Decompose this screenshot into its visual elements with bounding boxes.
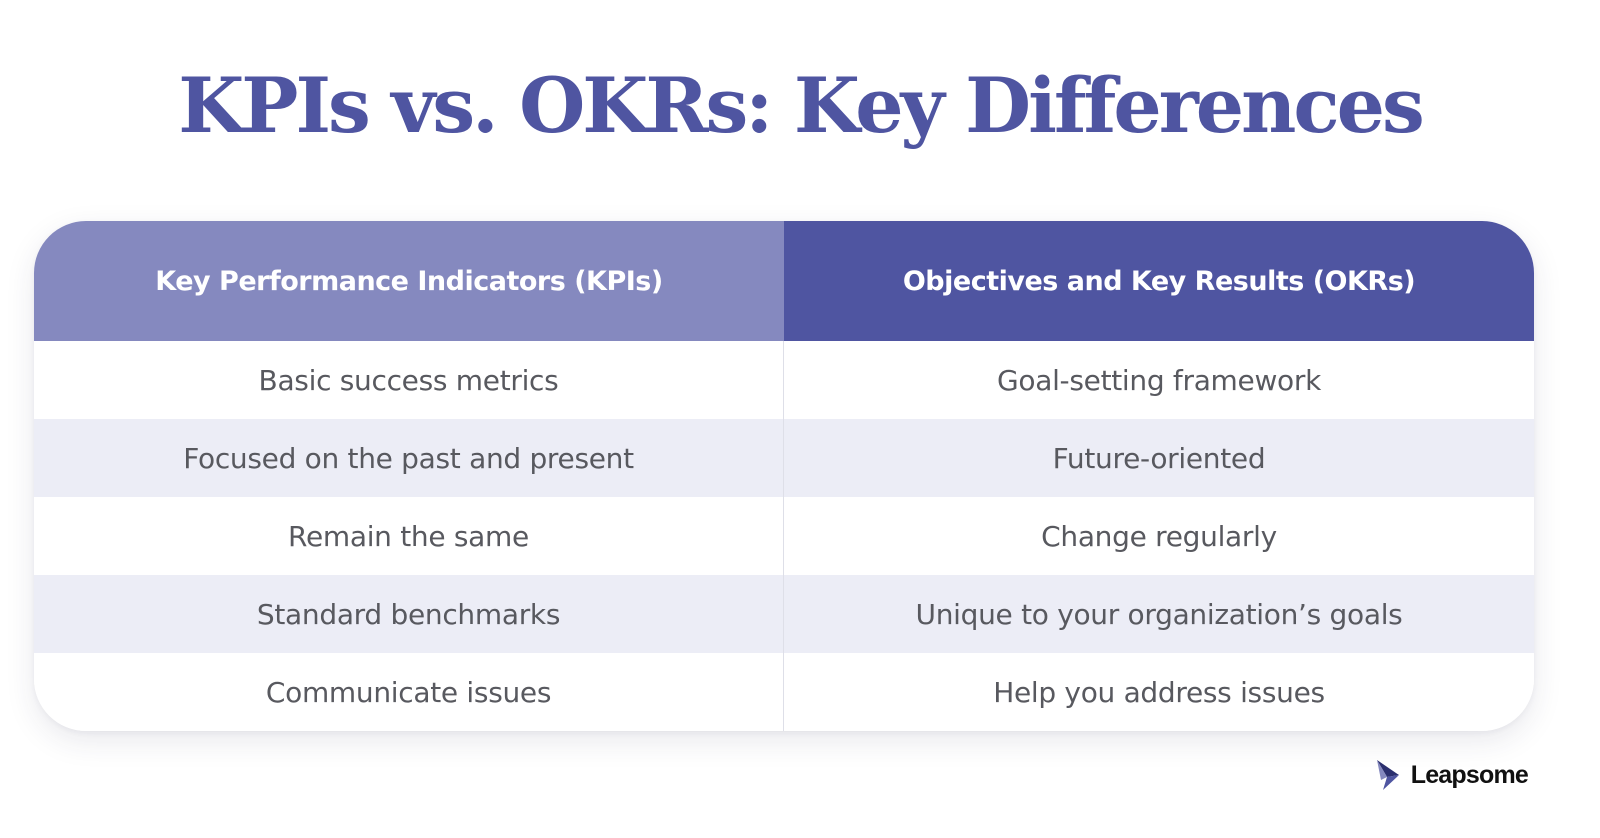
kpi-cell: Standard benchmarks	[34, 575, 784, 653]
table-row: Communicate issues Help you address issu…	[34, 653, 1534, 731]
okr-cell: Change regularly	[1041, 519, 1277, 553]
brand-logo: Leapsome	[1375, 758, 1529, 792]
kpi-cell: Focused on the past and present	[34, 419, 784, 497]
kpi-cell: Remain the same	[34, 497, 784, 575]
table-row: Standard benchmarks Unique to your organ…	[34, 575, 1534, 653]
okr-cell: Unique to your organization’s goals	[915, 597, 1403, 631]
kpi-cell: Communicate issues	[34, 653, 784, 731]
table-row: Basic success metrics Goal-setting frame…	[34, 341, 1534, 419]
kpi-cell: Basic success metrics	[34, 341, 784, 419]
comparison-table: Key Performance Indicators (KPIs) Object…	[34, 221, 1534, 731]
okr-cell: Goal-setting framework	[996, 363, 1322, 397]
okr-cell: Future-oriented	[1052, 441, 1266, 475]
table-header-row: Key Performance Indicators (KPIs) Object…	[34, 221, 1534, 341]
page-title: KPIs vs. OKRs: Key Differences	[178, 61, 1425, 150]
table-row: Remain the same Change regularly	[34, 497, 1534, 575]
okr-cell: Help you address issues	[993, 675, 1325, 709]
leapsome-bird-icon	[1376, 760, 1399, 790]
header-kpis: Key Performance Indicators (KPIs)	[34, 221, 784, 341]
header-okrs: Objectives and Key Results (OKRs)	[784, 221, 1534, 341]
brand-name: Leapsome	[1410, 760, 1529, 789]
table-row: Focused on the past and present Future-o…	[34, 419, 1534, 497]
